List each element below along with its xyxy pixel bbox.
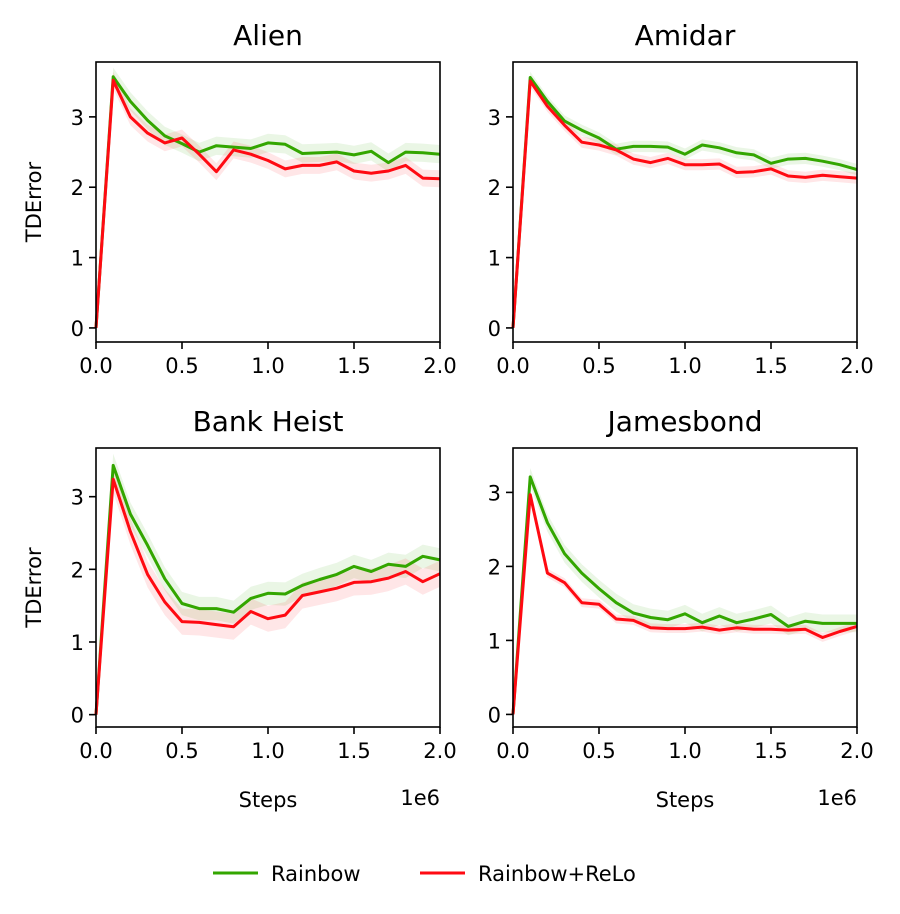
- subplot-title: Amidar: [635, 19, 736, 52]
- subplot-title: Jamesbond: [606, 405, 763, 438]
- subplot-title: Alien: [233, 19, 303, 52]
- x-tick-label: 0.0: [496, 739, 529, 763]
- x-tick-label: 1.5: [337, 354, 370, 378]
- y-tick-label: 2: [71, 176, 84, 200]
- series-line-rainbow: [511, 76, 858, 329]
- legend-entry-rainbow-relo: Rainbow+ReLo: [420, 862, 636, 886]
- y-tick-label: 3: [488, 481, 501, 505]
- x-tick-label: 0.5: [582, 739, 615, 763]
- x-tick-label: 0.0: [496, 354, 529, 378]
- x-tick-label: 0.5: [165, 739, 198, 763]
- y-tick-label: 0: [71, 704, 84, 728]
- y-tick-label: 0: [488, 703, 501, 727]
- legend-label: Rainbow: [271, 862, 361, 886]
- series-line-rainbow-relo: [511, 493, 858, 715]
- series-line-rainbow: [511, 475, 857, 715]
- y-tick-label: 0: [71, 317, 84, 341]
- x-tick-label: 0.5: [165, 354, 198, 378]
- band-rainbow: [96, 67, 440, 328]
- subplot-bank-heist: 0.0 0.5 1.0 1.5 2.0 0 1 2 3 Bank Heist TDError Step…: [22, 405, 457, 812]
- band-rainbow: [513, 71, 857, 328]
- axes-frame: [512, 447, 858, 728]
- y-tick-label: 2: [488, 555, 501, 579]
- band-rainbow-relo: [96, 466, 440, 715]
- legend: Rainbow Rainbow+ReLo: [213, 862, 636, 886]
- y-tick-label: 3: [71, 486, 84, 510]
- y-tick-label: 0: [488, 317, 501, 341]
- legend-label: Rainbow+ReLo: [478, 862, 636, 886]
- x-tick-label: 1.5: [337, 739, 370, 763]
- legend-entry-rainbow: Rainbow: [213, 862, 361, 886]
- y-tick-label: 1: [488, 629, 501, 653]
- x-offset-label: 1e6: [817, 786, 857, 810]
- series-line-rainbow-relo: [511, 79, 858, 329]
- y-tick-label: 1: [71, 247, 84, 271]
- y-tick-label: 3: [488, 106, 501, 130]
- axes-frame: [95, 61, 441, 343]
- y-tick-label: 3: [71, 106, 84, 130]
- y-tick-label: 1: [488, 247, 501, 271]
- x-tick-label: 0.5: [582, 354, 615, 378]
- y-tick-label: 2: [488, 176, 501, 200]
- x-tick-label: 2.0: [840, 354, 873, 378]
- x-tick-label: 2.0: [840, 739, 873, 763]
- band-rainbow-relo: [513, 490, 857, 715]
- band-rainbow-relo: [513, 75, 857, 328]
- x-tick-label: 0.0: [79, 739, 112, 763]
- x-tick-label: 1.0: [251, 354, 284, 378]
- y-axis-label: TDError: [22, 547, 46, 629]
- x-tick-label: 0.0: [79, 354, 112, 378]
- y-axis-label: TDError: [22, 162, 46, 244]
- x-tick-label: 2.0: [423, 354, 456, 378]
- subplot-amidar: 0.0 0.5 1.0 1.5 2.0 0 1 2 3 Amidar: [488, 19, 874, 378]
- band-rainbow: [96, 453, 440, 715]
- x-tick-label: 1.0: [668, 354, 701, 378]
- series-line-rainbow: [94, 75, 441, 329]
- axes-frame: [512, 61, 858, 343]
- x-tick-label: 2.0: [423, 739, 456, 763]
- band-rainbow-relo: [96, 71, 440, 328]
- series-line-rainbow-relo: [94, 78, 441, 329]
- band-rainbow: [513, 468, 857, 715]
- subplot-title: Bank Heist: [193, 405, 344, 438]
- series-line-rainbow-relo: [94, 477, 441, 715]
- y-tick-label: 1: [71, 631, 84, 655]
- x-tick-label: 1.0: [668, 739, 701, 763]
- x-tick-label: 1.5: [754, 739, 787, 763]
- x-offset-label: 1e6: [400, 786, 440, 810]
- x-tick-label: 1.0: [251, 739, 284, 763]
- y-tick-label: 2: [71, 558, 84, 582]
- subplot-jamesbond: 0.0 0.5 1.0 1.5 2.0 0 1 2 3 Jamesbond Steps 1e6: [488, 405, 874, 812]
- x-axis-label: Steps: [656, 788, 715, 812]
- x-axis-label: Steps: [239, 788, 298, 812]
- series-line-rainbow: [94, 463, 441, 715]
- subplot-alien: 0.0 0.5 1.0 1.5 2.0 0 1 2 3 Alien TDError: [22, 19, 457, 378]
- x-tick-label: 1.5: [754, 354, 787, 378]
